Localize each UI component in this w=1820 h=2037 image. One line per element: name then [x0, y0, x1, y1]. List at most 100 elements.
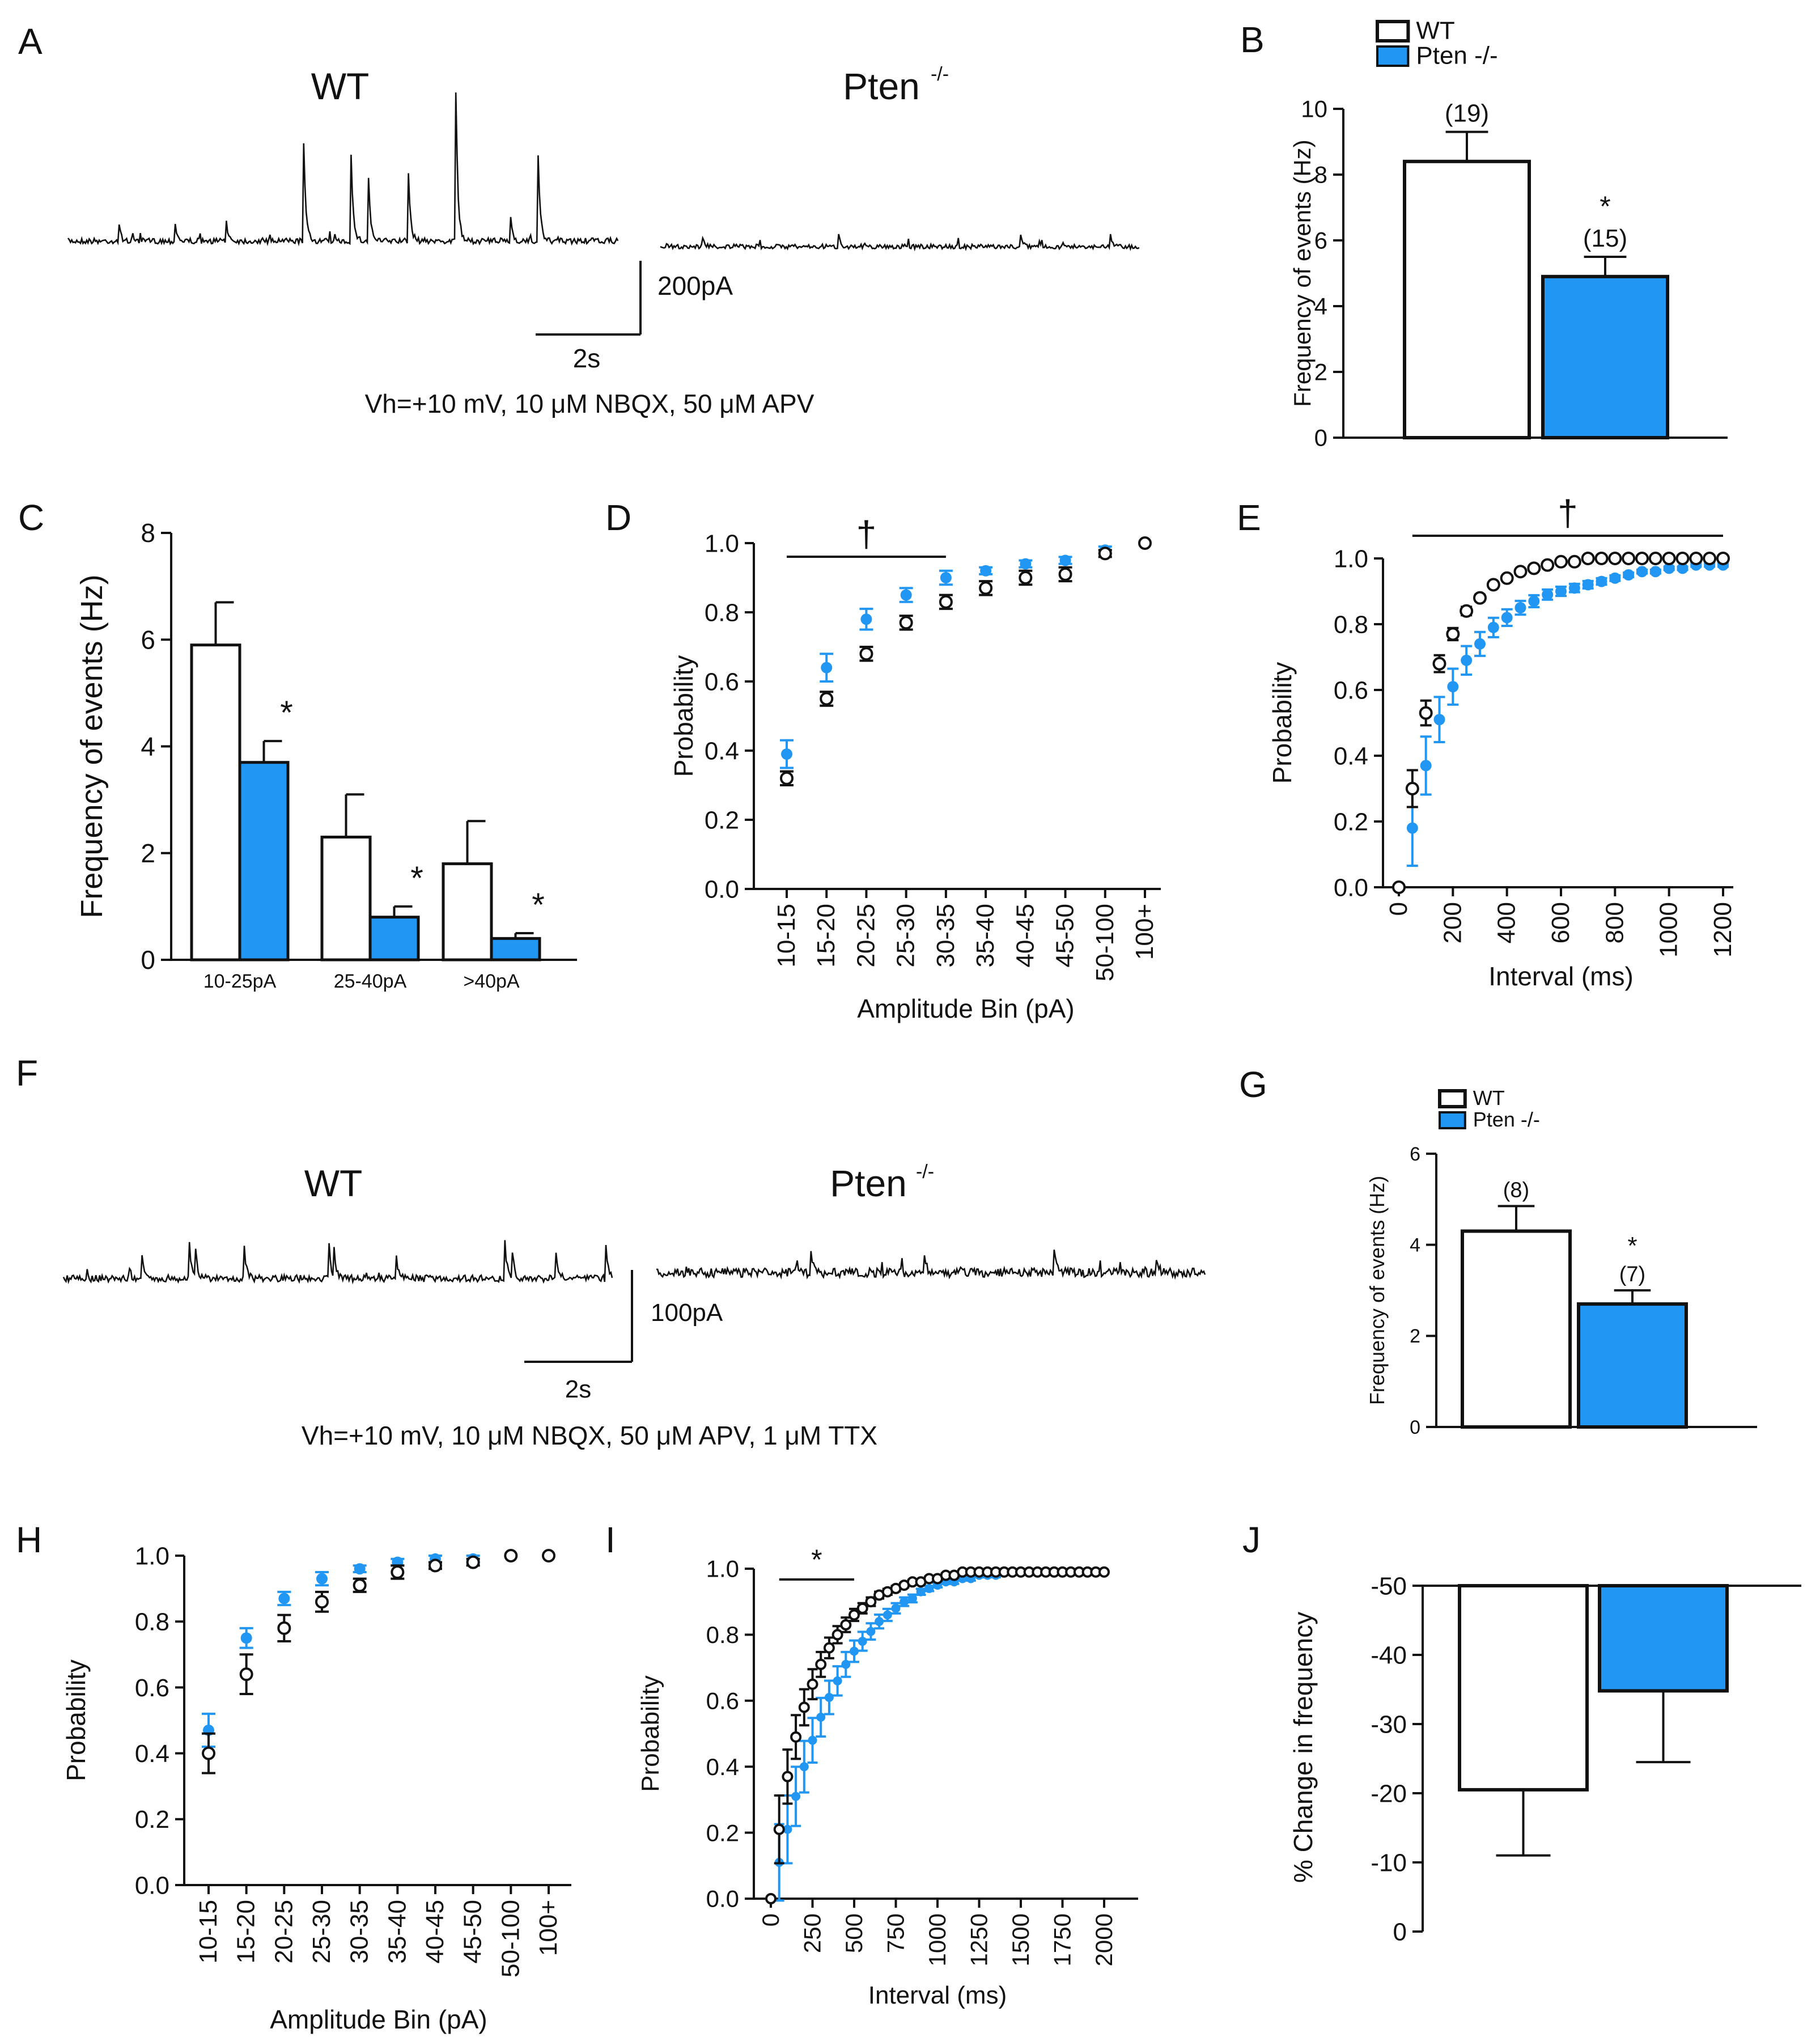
point-pten	[900, 1597, 909, 1607]
n-label: (7)	[1619, 1263, 1645, 1286]
y-tick-label: 6	[1314, 227, 1327, 254]
point-wt	[856, 1602, 868, 1614]
x-tick-label: 35-40	[383, 1900, 411, 1964]
bar-wt	[1403, 159, 1531, 439]
point-pten	[316, 1573, 328, 1585]
x-category-label: 10-25pA	[203, 971, 277, 992]
point-pten	[1555, 586, 1567, 597]
x-tick-label: 40-45	[1011, 904, 1039, 968]
point-wt	[1581, 552, 1595, 565]
significance-symbol: *	[811, 1544, 822, 1576]
panel-letter-b: B	[1240, 19, 1265, 60]
bar-pten	[368, 916, 420, 962]
legend-swatch-pten	[1439, 1111, 1466, 1129]
point-pten	[1609, 572, 1621, 584]
panel-letter-c: C	[18, 497, 44, 538]
panel-a-traces: WT Pten -/- 200pA 2s Vh=+10 mV, 10 μM NBQX, 5…	[67, 63, 1140, 418]
bar-pten	[1541, 274, 1669, 439]
point-pten	[1474, 638, 1486, 650]
legend-swatch-wt	[1376, 20, 1410, 43]
n-label: (15)	[1583, 225, 1627, 252]
significance-star: *	[1627, 1232, 1637, 1260]
point-pten	[900, 589, 912, 601]
point-pten	[980, 565, 992, 577]
x-tick-label: 1000	[924, 1913, 951, 1966]
point-wt	[773, 1823, 785, 1835]
point-wt	[899, 616, 913, 630]
point-wt	[315, 1595, 329, 1609]
trace-label-pten: Pten	[843, 65, 920, 107]
point-wt	[1460, 604, 1474, 618]
point-pten	[1433, 714, 1445, 726]
point-wt	[1513, 565, 1528, 579]
y-tick-label: -10	[1371, 1849, 1407, 1877]
y-tick-label: 0.8	[1334, 611, 1368, 638]
point-wt	[542, 1549, 555, 1562]
point-pten	[916, 1587, 926, 1596]
panel-letter-g: G	[1239, 1064, 1267, 1105]
legend-swatch-wt	[1438, 1089, 1467, 1108]
point-pten	[1020, 558, 1032, 570]
x-tick-label: 1250	[966, 1913, 992, 1966]
x-category-label: >40pA	[463, 971, 520, 992]
point-wt	[1716, 552, 1730, 565]
legend-label-pten: Pten -/-	[1416, 42, 1497, 70]
x-tick-label: 30-35	[346, 1900, 374, 1964]
point-wt	[807, 1678, 818, 1690]
significance-star: *	[1600, 190, 1610, 222]
bar-wt	[1458, 1584, 1589, 1792]
x-tick-label: 50-100	[1091, 904, 1119, 981]
panel-letter-j: J	[1242, 1519, 1261, 1560]
panel-d-chart: 0.0 0.2 0.4 0.6 0.8 1.0 Probability 10-15 15-20 2…	[669, 514, 1161, 1023]
point-wt	[1527, 561, 1541, 575]
point-wt	[1500, 571, 1514, 585]
bar-wt	[1461, 1229, 1572, 1429]
point-wt	[1473, 591, 1487, 605]
point-wt	[1608, 552, 1622, 565]
point-wt	[790, 1731, 802, 1743]
x-axis-label: Interval (ms)	[1488, 962, 1634, 991]
point-wt	[798, 1701, 810, 1713]
y-tick-label: 0.6	[135, 1674, 169, 1702]
x-tick-label: 250	[799, 1913, 826, 1953]
point-wt	[277, 1621, 291, 1635]
y-axis-label: Probability	[61, 1659, 91, 1781]
point-wt	[1567, 554, 1581, 569]
y-tick-label: 4	[141, 732, 155, 761]
x-tick-label: 0	[1385, 902, 1412, 916]
y-tick-label: 0.4	[706, 1754, 739, 1780]
point-pten	[907, 1594, 917, 1603]
point-pten	[1542, 588, 1554, 600]
x-tick-label: 10-15	[773, 904, 800, 968]
trace-label-wt: WT	[304, 1162, 363, 1204]
bar-wt	[190, 643, 241, 962]
point-pten	[240, 1632, 252, 1644]
point-wt	[1689, 552, 1703, 565]
x-tick-label: 1500	[1007, 1913, 1034, 1966]
x-tick-label: 200	[1439, 902, 1466, 943]
point-pten	[1514, 602, 1526, 613]
x-tick-label: 500	[841, 1913, 867, 1953]
point-wt	[239, 1667, 253, 1682]
bar-wt	[442, 862, 493, 962]
point-wt	[1419, 706, 1433, 720]
x-axis-label: Amplitude Bin (pA)	[270, 2005, 487, 2034]
panel-e-chart: 0.0 0.2 0.4 0.6 0.8 1.0 Probability 0 200 400 600 8…	[1267, 493, 1737, 991]
point-pten	[875, 1617, 884, 1627]
point-wt	[1541, 558, 1555, 572]
point-wt	[1554, 554, 1568, 569]
x-tick-label: 45-50	[1051, 904, 1079, 968]
trace-pten	[656, 1250, 1206, 1280]
point-pten	[833, 1676, 842, 1685]
point-wt	[1098, 547, 1112, 561]
y-tick-label: 0.4	[1334, 742, 1368, 770]
x-tick-label: 750	[883, 1913, 909, 1953]
panel-letter-i: I	[605, 1519, 616, 1560]
y-axis-label: % Change in frequency	[1288, 1612, 1318, 1883]
point-wt	[429, 1559, 442, 1573]
y-tick-label: 0	[1410, 1417, 1420, 1438]
point-pten	[791, 1792, 801, 1801]
